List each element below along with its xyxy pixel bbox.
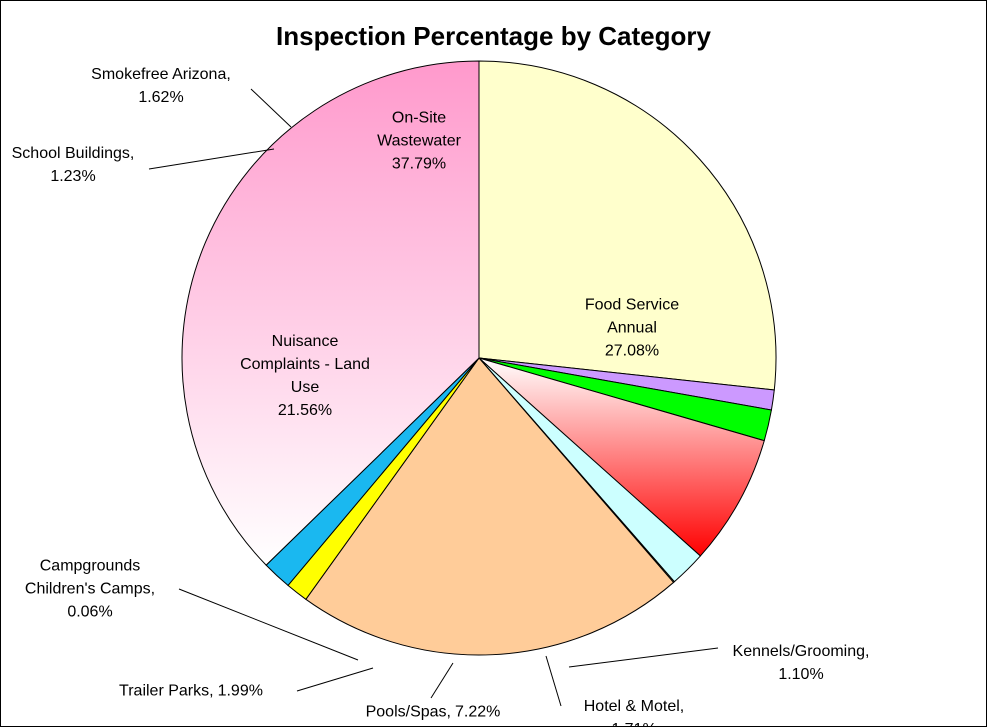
value-label: 0.06% bbox=[67, 603, 113, 621]
chart-title: Inspection Percentage by Category bbox=[276, 21, 711, 51]
value-label: 21.56% bbox=[277, 402, 333, 419]
slice-label: Hotel & Motel 1.71% bbox=[564, 695, 704, 726]
pie-slice bbox=[478, 357, 765, 557]
pie-slice bbox=[478, 60, 777, 391]
slice-label: Pools/Spas7.22% bbox=[323, 701, 543, 724]
slice-label: School Buildings 1.23% bbox=[1, 142, 148, 188]
slice-label: Kennels/Grooming 1.10% bbox=[701, 640, 901, 686]
leader-line bbox=[250, 88, 292, 128]
slice-label: Campgrounds Children's Camps 0.06% bbox=[15, 555, 165, 624]
leader-line bbox=[296, 667, 374, 692]
leader-line bbox=[148, 148, 275, 170]
value-label: 1.23% bbox=[50, 168, 96, 185]
category-name: On-Site Wastewater bbox=[377, 109, 461, 150]
category-name: School Buildings bbox=[12, 145, 135, 162]
pie-slice bbox=[181, 60, 480, 566]
category-name: Nuisance Complaints - Land Use bbox=[240, 333, 370, 396]
leader-line bbox=[430, 662, 454, 699]
value-label: 7.22% bbox=[455, 703, 501, 721]
value-label: 1.62% bbox=[138, 89, 184, 106]
category-name: Pools/Spas bbox=[366, 704, 451, 721]
value-label: 27.08% bbox=[604, 342, 660, 360]
category-name: Campgrounds Children's Camps bbox=[25, 558, 155, 598]
leader-line bbox=[545, 655, 562, 707]
category-name: Hotel & Motel bbox=[584, 698, 685, 715]
category-name: Kennels/Grooming bbox=[733, 643, 870, 660]
category-name: Food Service Annual bbox=[584, 296, 680, 337]
leader-line bbox=[568, 647, 719, 668]
slice-label: Food Service Annual 27.08% bbox=[562, 294, 702, 363]
slice-label: On-Site Wastewater 37.79% bbox=[364, 107, 474, 176]
slice-label: Trailer Parks1.99% bbox=[81, 680, 301, 703]
value-label: 1.99% bbox=[217, 682, 263, 700]
category-name: Smokefree Arizona bbox=[91, 66, 231, 83]
value-label: 1.71% bbox=[564, 718, 704, 726]
category-name: Trailer Parks bbox=[119, 683, 214, 700]
leader-line bbox=[178, 588, 359, 661]
value-label: 37.79% bbox=[391, 155, 447, 173]
slice-label: Nuisance Complaints - Land Use 21.56% bbox=[230, 330, 380, 422]
pie-slice bbox=[305, 357, 675, 656]
slice-label: Smokefree Arizona 1.62% bbox=[61, 63, 261, 109]
value-label: 1.10% bbox=[778, 666, 824, 683]
